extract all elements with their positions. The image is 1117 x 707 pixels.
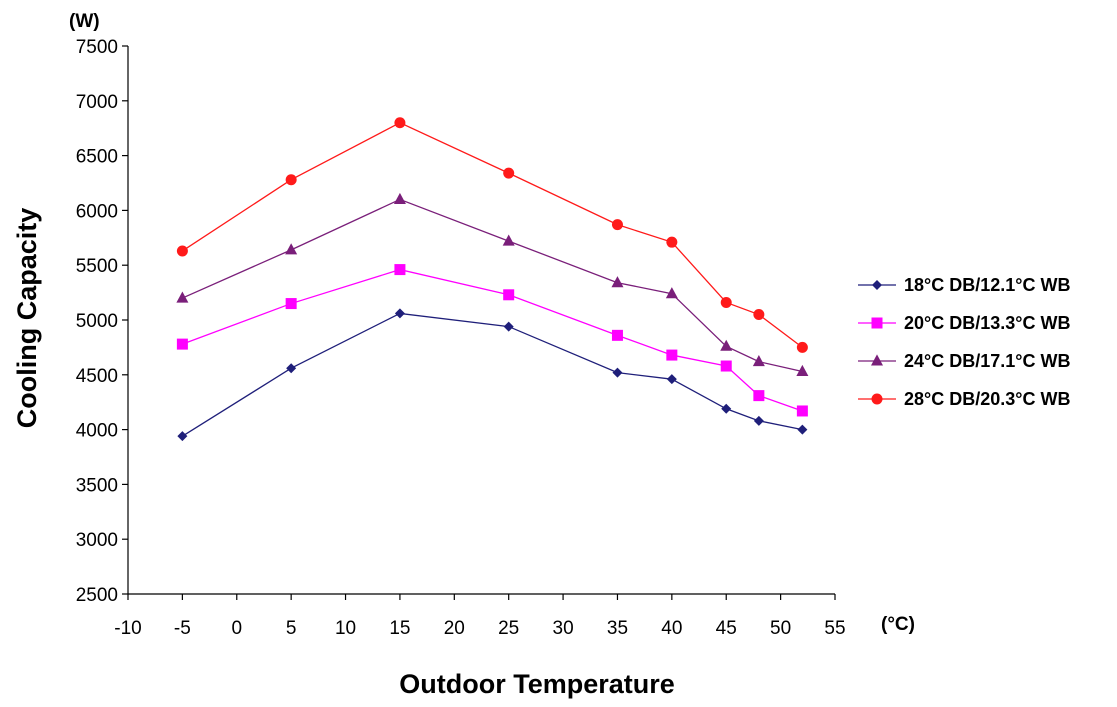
y-tick-label: 4000 [76, 421, 118, 442]
data-point [752, 355, 765, 367]
series-line [182, 312, 803, 437]
legend-item: 24°C DB/17.1°C WB [858, 351, 1070, 371]
series-1 [177, 308, 808, 442]
x-axis-title: Outdoor Temperature [399, 669, 675, 699]
series-3 [176, 192, 809, 377]
data-point [176, 338, 188, 350]
legend-label: 28°C DB/20.3°C WB [904, 389, 1070, 409]
x-tick-label: 30 [553, 618, 574, 639]
data-point [285, 174, 297, 186]
legend: 18°C DB/12.1°C WB 20°C DB/13.3°C WB 24°C D… [858, 275, 1070, 409]
data-point [753, 415, 764, 426]
x-tick-label: 15 [389, 618, 410, 639]
data-point [721, 403, 732, 414]
x-tick-label: 5 [286, 618, 297, 639]
data-point [176, 291, 189, 303]
data-point [611, 329, 623, 341]
x-tick-label: 40 [661, 618, 682, 639]
data-point [177, 431, 188, 442]
data-point [286, 363, 297, 374]
data-point [285, 298, 297, 310]
data-point [502, 234, 515, 246]
legend-item: 28°C DB/20.3°C WB [858, 389, 1070, 409]
data-point [285, 243, 298, 255]
data-point [393, 192, 406, 204]
data-point [666, 236, 678, 248]
y-tick-label: 7000 [76, 92, 118, 113]
legend-label: 24°C DB/17.1°C WB [904, 351, 1070, 371]
x-tick-label: -5 [174, 618, 191, 639]
data-point [797, 424, 808, 435]
x-tick-label: 55 [824, 618, 845, 639]
series-line [182, 198, 803, 373]
y-tick-label: 5500 [76, 256, 118, 277]
data-point [753, 390, 765, 402]
legend-marker [871, 354, 883, 366]
y-tick-label: 4500 [76, 366, 118, 387]
y-unit-label: (W) [69, 11, 100, 32]
data-point [796, 341, 808, 353]
y-tick-label: 7500 [76, 37, 118, 58]
y-tick-label: 3000 [76, 530, 118, 551]
y-tick-label: 6000 [76, 201, 118, 222]
y-tick-label: 5000 [76, 311, 118, 332]
data-point [666, 349, 678, 361]
data-point [720, 339, 733, 351]
data-point [503, 321, 514, 332]
axes: 2500300035004000450050005500600065007000… [76, 37, 846, 639]
y-tick-label: 3500 [76, 475, 118, 496]
x-tick-label: 35 [607, 618, 628, 639]
data-point [665, 287, 678, 299]
legend-marker [871, 393, 883, 405]
data-point [611, 219, 623, 231]
x-tick-label: 20 [444, 618, 465, 639]
data-point [503, 167, 515, 179]
y-tick-label: 2500 [76, 585, 118, 606]
series-line [182, 268, 803, 412]
data-point [796, 364, 809, 377]
legend-item: 20°C DB/13.3°C WB [858, 313, 1070, 333]
data-point [176, 245, 188, 257]
legend-marker [871, 317, 883, 329]
data-point [394, 117, 406, 129]
series-2 [176, 264, 808, 417]
legend-label: 18°C DB/12.1°C WB [904, 275, 1070, 295]
legend-item: 18°C DB/12.1°C WB [858, 275, 1070, 295]
data-point [394, 308, 405, 319]
x-tick-label: 50 [770, 618, 791, 639]
data-point [503, 289, 515, 301]
series-layer [176, 117, 809, 442]
data-point [394, 264, 406, 276]
data-point [666, 374, 677, 385]
x-unit-label: (°C) [881, 614, 915, 635]
x-tick-label: 10 [335, 618, 356, 639]
legend-label: 20°C DB/13.3°C WB [904, 313, 1070, 333]
x-tick-label: 0 [231, 618, 242, 639]
y-tick-label: 6500 [76, 147, 118, 168]
x-tick-label: 25 [498, 618, 519, 639]
data-point [611, 276, 624, 288]
data-point [796, 405, 808, 417]
x-tick-label: -10 [114, 618, 141, 639]
data-point [612, 367, 623, 378]
series-4 [176, 117, 808, 353]
data-point [753, 309, 765, 321]
y-axis-title: Cooling Capacity [12, 208, 42, 429]
legend-marker [872, 280, 882, 290]
data-point [720, 360, 732, 372]
x-tick-label: 45 [716, 618, 737, 639]
data-point [720, 296, 732, 308]
